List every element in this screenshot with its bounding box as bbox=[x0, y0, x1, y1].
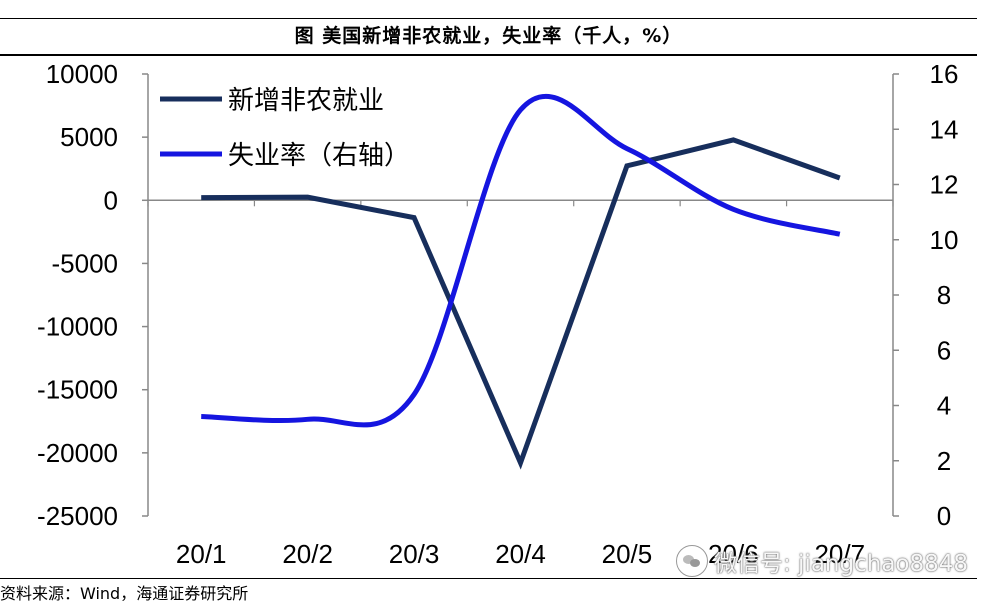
right-tick-label: 14 bbox=[930, 114, 959, 144]
left-tick-label: -20000 bbox=[37, 438, 118, 468]
right-tick-label: 8 bbox=[937, 280, 951, 310]
category-label: 20/4 bbox=[495, 539, 546, 569]
left-tick-label: -25000 bbox=[37, 501, 118, 531]
bottom-rule bbox=[0, 578, 977, 579]
legend-label: 新增非农就业 bbox=[228, 86, 384, 116]
chart-title: 图 美国新增非农就业，失业率（千人，%） bbox=[294, 25, 683, 47]
category-label: 20/3 bbox=[389, 539, 440, 569]
legend-label: 失业率（右轴） bbox=[228, 141, 410, 171]
category-label: 20/5 bbox=[602, 539, 653, 569]
wechat-icon bbox=[676, 545, 708, 577]
right-tick-label: 4 bbox=[937, 391, 951, 421]
top-rule bbox=[0, 18, 977, 19]
category-label: 20/6 bbox=[708, 539, 759, 569]
series-line-unemployment bbox=[201, 93, 841, 428]
source-text: 资料来源：Wind，海通证券研究所 bbox=[0, 584, 249, 603]
category-label: 20/7 bbox=[814, 539, 865, 569]
watermark-text: 微信号: jiangchao8848 bbox=[714, 551, 969, 577]
left-tick-label: 5000 bbox=[60, 122, 118, 152]
series-line-payrolls bbox=[201, 137, 841, 470]
right-tick-label: 6 bbox=[937, 335, 951, 365]
title-rule bbox=[0, 54, 977, 56]
watermark: 微信号: jiangchao8848 bbox=[676, 544, 968, 578]
category-label: 20/1 bbox=[176, 539, 227, 569]
right-tick-label: 0 bbox=[937, 501, 951, 531]
source-note: 资料来源：Wind，海通证券研究所 bbox=[0, 580, 248, 604]
left-tick-label: -15000 bbox=[37, 375, 118, 405]
right-tick-label: 10 bbox=[930, 225, 959, 255]
right-tick-label: 2 bbox=[937, 446, 951, 476]
left-tick-label: -10000 bbox=[37, 312, 118, 342]
category-label: 20/2 bbox=[282, 539, 333, 569]
right-tick-label: 16 bbox=[930, 59, 959, 89]
right-tick-label: 12 bbox=[930, 170, 959, 200]
left-tick-label: 10000 bbox=[46, 59, 118, 89]
left-tick-label: -5000 bbox=[52, 248, 119, 278]
left-tick-label: 0 bbox=[104, 185, 118, 215]
